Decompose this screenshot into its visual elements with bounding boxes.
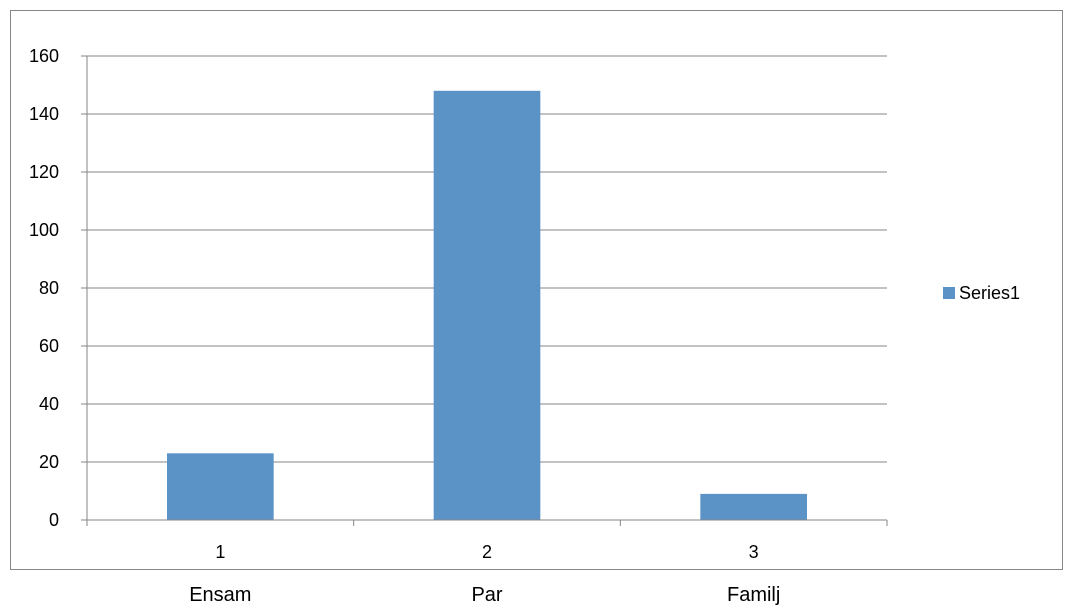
y-tick-label-80: 80	[39, 278, 59, 298]
y-tick-label-60: 60	[39, 336, 59, 356]
legend-label-series1: Series1	[959, 283, 1020, 303]
category-caption-familj: Familj	[726, 584, 781, 606]
category-caption-par: Par	[471, 584, 503, 606]
axes	[81, 55, 888, 526]
y-tick-label-0: 0	[49, 510, 59, 530]
bars	[167, 90, 807, 521]
legend: Series1	[943, 283, 1020, 303]
bar-2	[433, 90, 541, 521]
y-tick-label-160: 160	[29, 46, 59, 66]
y-tick-label-40: 40	[39, 394, 59, 414]
x-tick-label-3: 3	[749, 542, 759, 562]
y-tick-label-140: 140	[29, 104, 59, 124]
category-caption-ensam: Ensam	[189, 584, 252, 606]
y-tick-label-120: 120	[29, 162, 59, 182]
tick-labels: 0 20 40 60 80 100 120 140 160 1 2 3	[29, 46, 759, 562]
chart-frame	[10, 10, 1063, 570]
gridlines	[87, 55, 887, 463]
x-tick-label-2: 2	[482, 542, 492, 562]
x-tick-label-1: 1	[215, 542, 225, 562]
legend-swatch-series1	[943, 287, 955, 299]
bar-1	[167, 453, 274, 520]
y-tick-label-100: 100	[29, 220, 59, 240]
bar-3	[700, 493, 807, 520]
y-tick-label-20: 20	[39, 452, 59, 472]
